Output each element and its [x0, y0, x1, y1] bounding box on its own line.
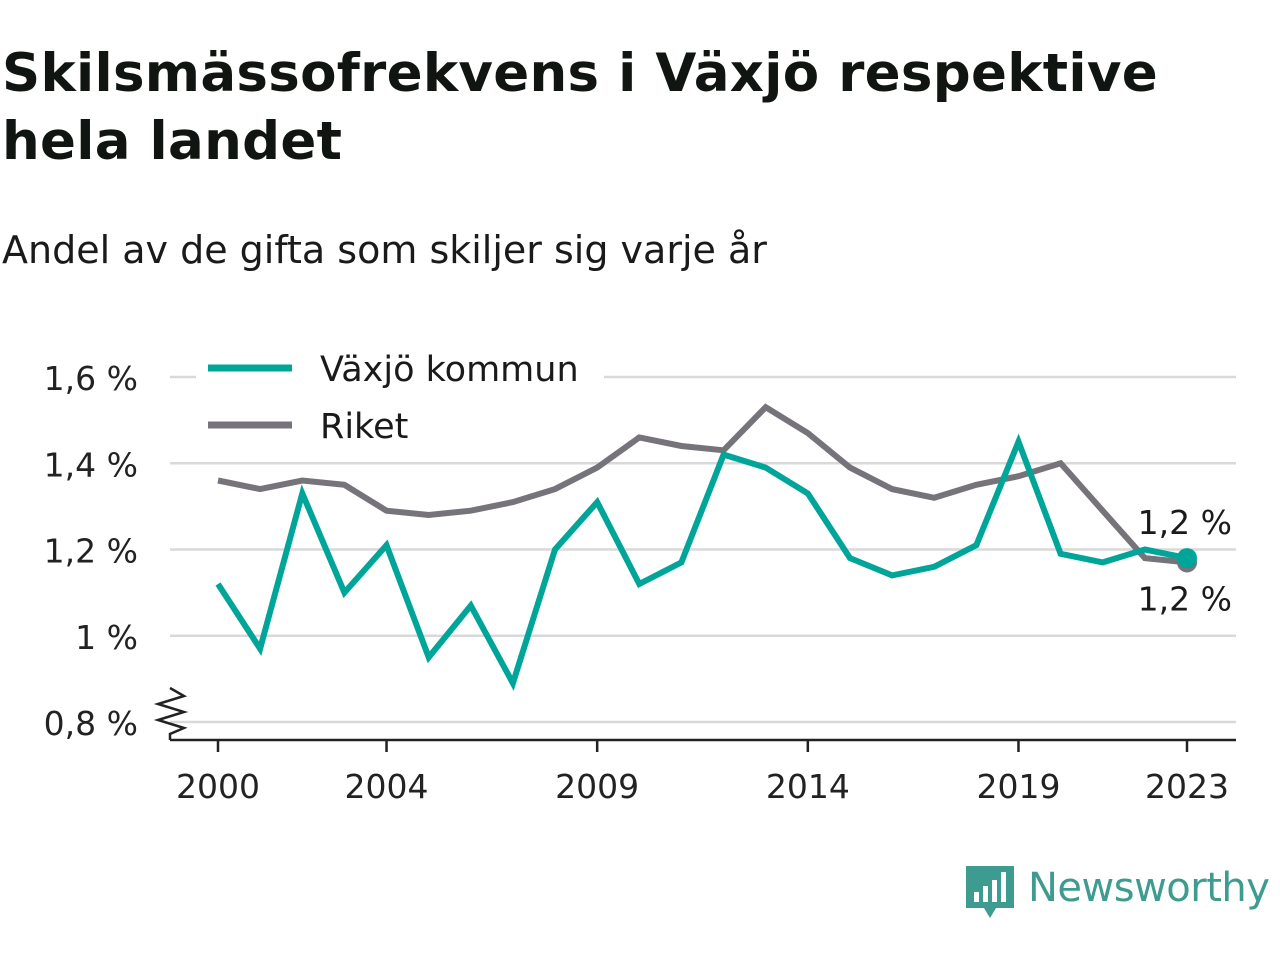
series-lines [215, 403, 1197, 691]
legend-background [196, 342, 604, 452]
legend: Växjö kommun Riket [196, 342, 604, 452]
axes: 0,8 % 1 % 1,2 % 1,4 % 1,6 % 2000 2004 2009 2014 2… [44, 359, 1236, 806]
y-tick-label: 1,6 % [44, 359, 138, 398]
x-tick-label: 2000 [176, 767, 260, 806]
newsworthy-logo[interactable]: Newsworthy [964, 862, 1270, 926]
end-label-riket: 1,2 % [1138, 579, 1232, 618]
series-line-riket [217, 403, 1188, 566]
y-tick-label: 1 % [75, 618, 138, 657]
end-label-v-xj-kommun: 1,2 % [1138, 503, 1232, 542]
chart-subtitle: Andel av de gifta som skiljer sig varje … [2, 228, 767, 272]
chart-title: Skilsmässofrekvens i Växjö respektive he… [2, 43, 1158, 172]
x-tick-label: 2019 [976, 767, 1060, 806]
y-tick-label: 1,4 % [44, 445, 138, 484]
x-tick-label: 2004 [345, 767, 429, 806]
legend-label-v-xj-kommun: Växjö kommun [320, 350, 579, 390]
newsworthy-logo-icon [966, 866, 1014, 918]
x-tick-label: 2014 [766, 767, 850, 806]
y-tick-label: 1,2 % [44, 532, 138, 571]
series-line-v-xj-kommun [215, 433, 1188, 691]
x-tick-label: 2023 [1145, 767, 1229, 806]
y-tick-label: 0,8 % [44, 704, 138, 743]
y-axis-break [153, 686, 189, 740]
legend-label-riket: Riket [320, 407, 408, 447]
brand-name: Newsworthy [1028, 865, 1270, 911]
end-labels: 1,2 % 1,2 % [1138, 503, 1232, 618]
x-tick-label: 2009 [555, 767, 639, 806]
end-point-v-xj-kommun [1177, 548, 1197, 569]
